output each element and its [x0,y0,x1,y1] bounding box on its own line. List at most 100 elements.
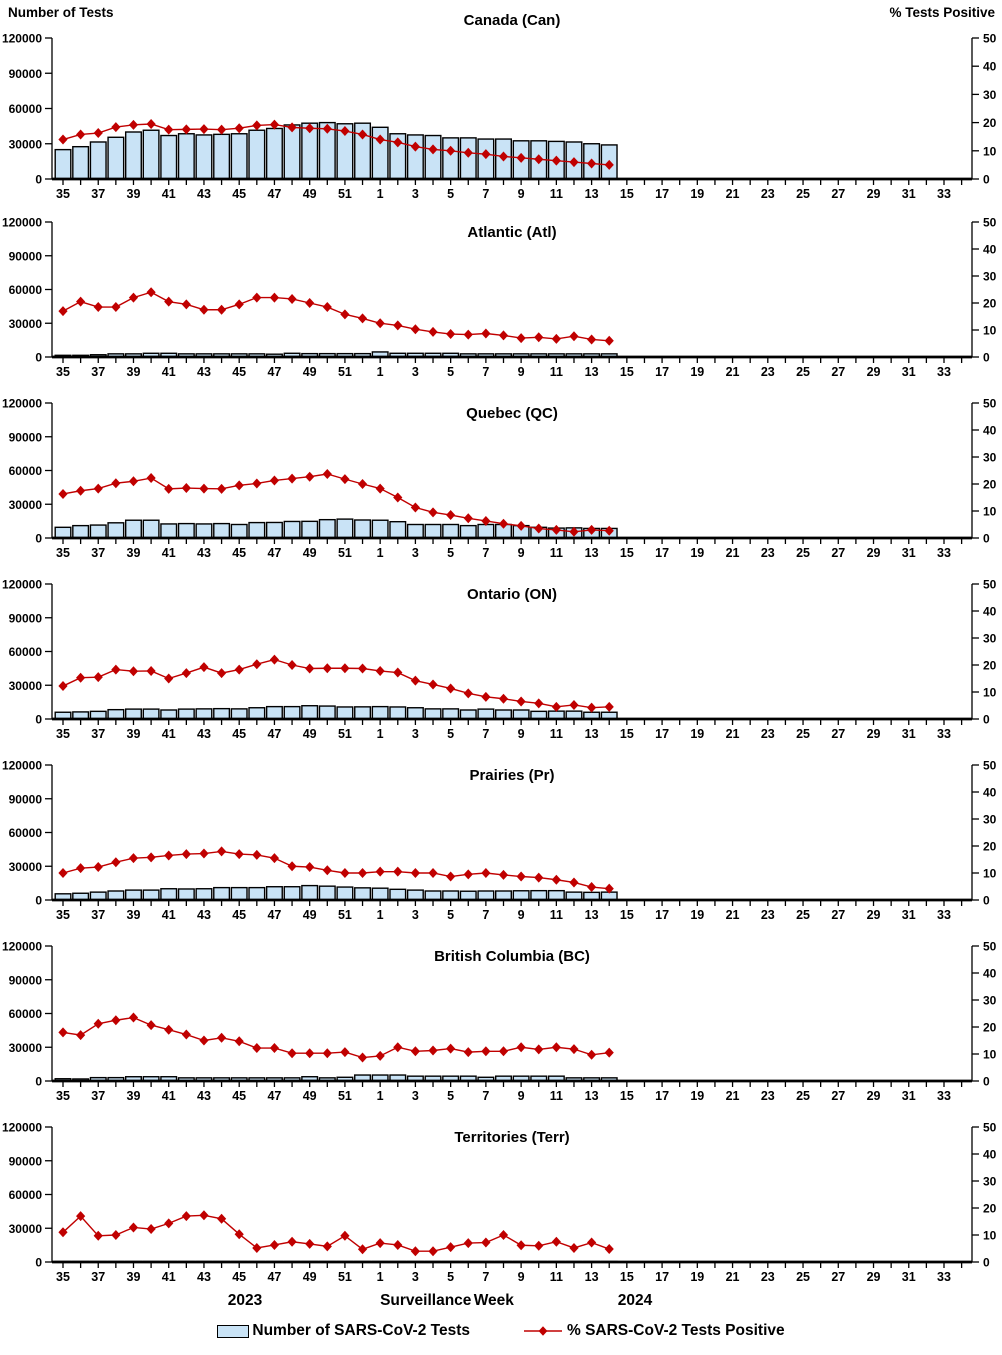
svg-text:27: 27 [831,365,845,379]
svg-text:29: 29 [867,908,881,922]
svg-text:50: 50 [983,940,997,954]
svg-text:11: 11 [550,1270,563,1284]
svg-text:41: 41 [162,727,176,741]
svg-text:35: 35 [56,1089,70,1103]
svg-text:17: 17 [655,1089,669,1103]
svg-text:43: 43 [197,187,211,200]
svg-text:17: 17 [655,365,669,379]
svg-text:21: 21 [726,727,740,741]
svg-text:120000: 120000 [2,1121,42,1135]
svg-text:1: 1 [377,908,384,922]
panel-title-quebec: Quebec (QC) [466,405,558,422]
svg-text:1: 1 [377,1089,384,1103]
svg-text:3: 3 [412,365,419,379]
svg-text:39: 39 [127,1270,141,1284]
svg-text:51: 51 [338,727,352,741]
svg-text:23: 23 [761,187,775,200]
legend-bar-swatch [217,1324,250,1338]
svg-text:50: 50 [983,759,997,773]
chart-panel-bc: British Columbia (BC) 0 30000 60000 90000 12… [0,924,1002,1105]
svg-text:23: 23 [761,546,775,560]
svg-text:11: 11 [550,365,563,379]
svg-text:29: 29 [867,187,881,200]
svg-text:11: 11 [550,727,563,741]
svg-text:60000: 60000 [9,283,43,297]
svg-text:7: 7 [482,1270,489,1284]
svg-text:120000: 120000 [2,940,42,954]
legend-bar-label: Number of SARS-CoV-2 Tests [252,1322,470,1339]
svg-text:5: 5 [447,1089,454,1103]
svg-text:1: 1 [377,187,384,200]
panel-title-ontario: Ontario (ON) [467,586,557,603]
svg-text:60000: 60000 [9,464,43,478]
svg-text:13: 13 [585,546,599,560]
svg-text:35: 35 [56,365,70,379]
svg-text:21: 21 [726,187,740,200]
svg-text:5: 5 [447,546,454,560]
svg-text:21: 21 [726,1089,740,1103]
svg-text:10: 10 [983,686,997,700]
svg-text:43: 43 [197,908,211,922]
svg-text:50: 50 [983,1121,997,1135]
svg-text:3: 3 [412,187,419,200]
svg-text:11: 11 [550,908,563,922]
svg-text:33: 33 [937,727,951,741]
svg-text:11: 11 [550,546,563,560]
svg-text:31: 31 [902,1089,916,1103]
svg-text:3: 3 [412,908,419,922]
svg-text:13: 13 [585,1270,599,1284]
svg-text:9: 9 [518,727,525,741]
svg-text:37: 37 [91,1270,105,1284]
svg-text:10: 10 [983,1229,997,1243]
svg-text:0: 0 [35,532,42,546]
svg-text:5: 5 [447,365,454,379]
svg-text:31: 31 [902,908,916,922]
svg-text:11: 11 [550,1089,563,1103]
svg-text:11: 11 [550,187,563,200]
svg-text:30000: 30000 [9,860,43,874]
svg-text:39: 39 [127,546,141,560]
svg-text:30000: 30000 [9,1041,43,1055]
svg-text:5: 5 [447,727,454,741]
svg-text:39: 39 [127,727,141,741]
svg-text:51: 51 [338,1089,352,1103]
svg-text:17: 17 [655,727,669,741]
chart-panel-ontario: Ontario (ON) 0 30000 60000 90000 120000 0 10 20… [0,562,1002,743]
svg-text:90000: 90000 [9,430,43,444]
svg-text:37: 37 [91,1089,105,1103]
svg-text:25: 25 [796,546,810,560]
svg-text:31: 31 [902,546,916,560]
svg-text:7: 7 [482,546,489,560]
svg-text:39: 39 [127,187,141,200]
svg-text:23: 23 [761,1089,775,1103]
svg-text:29: 29 [867,365,881,379]
svg-text:3: 3 [412,546,419,560]
svg-text:90000: 90000 [9,67,43,81]
year-label-2023: 2023 [227,1292,263,1309]
svg-text:23: 23 [761,727,775,741]
svg-text:20: 20 [983,478,997,492]
svg-text:43: 43 [197,1089,211,1103]
svg-text:19: 19 [690,727,704,741]
chart-panel-atlantic: Atlantic (Atl) 0 30000 60000 90000 120000 0 10… [0,200,1002,381]
svg-text:40: 40 [983,605,997,619]
svg-text:33: 33 [937,908,951,922]
svg-text:45: 45 [232,365,246,379]
svg-text:27: 27 [831,727,845,741]
svg-text:0: 0 [35,1075,42,1089]
svg-text:13: 13 [585,365,599,379]
svg-text:23: 23 [761,365,775,379]
svg-text:19: 19 [690,187,704,200]
svg-text:31: 31 [902,365,916,379]
svg-text:21: 21 [726,546,740,560]
svg-text:19: 19 [690,546,704,560]
svg-text:17: 17 [655,908,669,922]
svg-text:50: 50 [983,397,997,411]
svg-text:10: 10 [983,1048,997,1062]
svg-text:37: 37 [91,908,105,922]
legend-item-tests: Number of SARS-CoV-2 Tests [217,1322,470,1340]
svg-text:33: 33 [937,1270,951,1284]
svg-text:15: 15 [620,365,634,379]
